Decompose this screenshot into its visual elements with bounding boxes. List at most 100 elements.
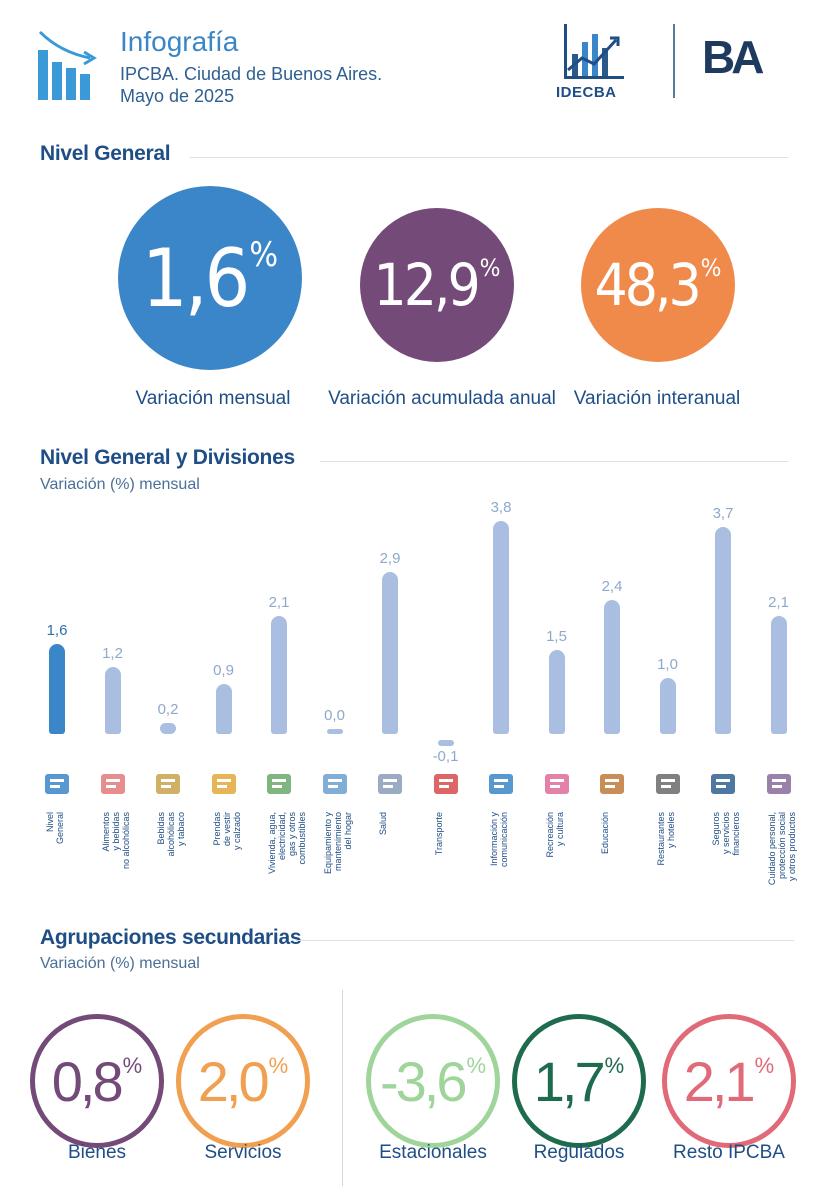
section-divider <box>320 461 788 462</box>
ring-label: Bienes <box>67 1142 127 1163</box>
category-label: Recreación y cultura <box>544 812 565 858</box>
ring-value-pct: % <box>604 1053 625 1079</box>
bar-value-label: 2,1 <box>268 594 290 612</box>
ring-regulados: 1,7% <box>512 1014 646 1148</box>
bar-value-label: 2,1 <box>768 594 789 612</box>
bar-value-label: 2,9 <box>379 549 401 567</box>
ring-value-pct: % <box>754 1053 775 1079</box>
ring-value-number: 2,1 <box>683 1049 756 1113</box>
bar-8 <box>437 740 454 746</box>
ring-value-pct: % <box>466 1053 487 1079</box>
ring-label: Resto IPCBA <box>673 1142 785 1163</box>
category-icon <box>41 768 73 798</box>
category-icon-glyph <box>433 774 458 794</box>
bar-value-label: 1,6 <box>46 622 68 640</box>
category-icon-glyph <box>322 774 347 794</box>
ring-value: 0,8% <box>52 1049 142 1114</box>
kpi-label: Variación acumulada anual <box>328 388 556 409</box>
section-divider <box>190 157 788 158</box>
bar-value-label: 1,0 <box>657 656 678 673</box>
category-icon <box>652 768 684 798</box>
category-icon-glyph <box>211 774 236 794</box>
category-label: Vivienda, agua, electricidad, gas y otro… <box>267 812 307 874</box>
ring-label: Servicios <box>204 1142 282 1163</box>
ring-value-number: 0,8 <box>51 1049 124 1113</box>
category-icon <box>430 768 462 798</box>
kpi-variacion-interanual: 48,3% <box>581 208 735 362</box>
bar-2 <box>104 666 121 734</box>
category-icon-glyph <box>600 774 624 794</box>
bar-11 <box>604 599 620 734</box>
category-icon-glyph <box>100 774 125 794</box>
category-icon-glyph <box>378 774 402 794</box>
bar-value-label: 1,5 <box>546 628 567 645</box>
category-icon <box>541 768 573 798</box>
kpi-label: Variación interanual <box>573 388 741 409</box>
category-icon <box>596 768 628 798</box>
group-divider <box>342 990 343 1186</box>
category-icon-glyph <box>156 774 180 794</box>
category-label: Seguros y servicios financieros <box>711 812 741 856</box>
ring-bienes: 0,8% <box>30 1014 164 1148</box>
kpi-variacion-mensual: 1,6% <box>118 186 302 370</box>
kpi-value: 48,3 <box>594 251 702 319</box>
ring-label: Estacionales <box>379 1142 487 1163</box>
ring-label: Regulados <box>533 1142 625 1163</box>
category-label: Bebidas alcohólicas y tabaco <box>156 812 186 857</box>
kpi-value: 12,9 <box>373 251 481 319</box>
bar-5 <box>271 616 287 734</box>
kpi-label: Variación mensual <box>135 388 291 409</box>
bar-1 <box>49 644 65 734</box>
bar-12 <box>659 678 676 734</box>
bar-13 <box>715 526 731 734</box>
ring-value: -3,6% <box>380 1049 486 1114</box>
ring-value-pct: % <box>268 1053 289 1079</box>
category-label: Educación <box>600 812 610 855</box>
ring-value-number: 1,7 <box>533 1049 606 1113</box>
category-icon-glyph <box>45 774 69 794</box>
bar-14 <box>770 616 787 734</box>
ba-logo: BA <box>702 31 764 83</box>
ring-value-number: 2,0 <box>197 1049 270 1113</box>
ring-value: 1,7% <box>534 1049 624 1114</box>
category-label: Transporte <box>433 812 444 856</box>
bar-value-label: 3,7 <box>712 504 734 522</box>
category-label: Restaurantes y hoteles <box>655 812 676 866</box>
category-icon-glyph <box>711 774 735 794</box>
section-title-nivel-general: Nivel General <box>40 142 171 165</box>
bar-4 <box>215 683 232 734</box>
category-icon <box>707 768 739 798</box>
bar-value-label: 0,0 <box>324 707 345 724</box>
category-label: Salud <box>378 812 388 836</box>
bar-3 <box>160 722 176 734</box>
bar-7 <box>382 571 398 734</box>
ring-resto-ipcba: 2,1% <box>662 1014 796 1148</box>
category-label: Cuidado personal, protección social y ot… <box>766 812 797 886</box>
bar-value-label: 0,2 <box>157 700 179 718</box>
page-title: Infografía <box>120 26 239 57</box>
bar-value-label: 2,4 <box>601 577 623 595</box>
section-title-divisiones: Nivel General y Divisiones <box>40 446 295 469</box>
ring-servicios: 2,0% <box>176 1014 310 1148</box>
category-icon-glyph <box>267 774 291 794</box>
category-icon <box>208 768 240 798</box>
ring-estacionales: -3,6% <box>366 1014 500 1148</box>
kpi-pct: % <box>249 235 279 275</box>
category-icon <box>152 768 184 798</box>
bar-value-label: 3,8 <box>490 499 512 517</box>
ring-value-pct: % <box>122 1053 143 1079</box>
category-label: Información y comunicación <box>489 812 509 868</box>
category-icon <box>263 768 295 798</box>
bar-value-label: 0,9 <box>213 661 234 679</box>
bar-10 <box>548 650 565 734</box>
bar-6 <box>326 729 343 734</box>
kpi-value: 1,6 <box>141 231 250 325</box>
header: Infografía IPCBA. Ciudad de Buenos Aires… <box>0 0 829 120</box>
section-divider <box>296 940 794 941</box>
chart-infographic-icon <box>38 30 97 100</box>
logo-divider <box>673 24 675 98</box>
category-label: Nivel General <box>45 812 65 845</box>
category-icon <box>485 768 517 798</box>
category-icon-glyph <box>655 774 680 794</box>
kpi-pct: % <box>479 253 501 283</box>
